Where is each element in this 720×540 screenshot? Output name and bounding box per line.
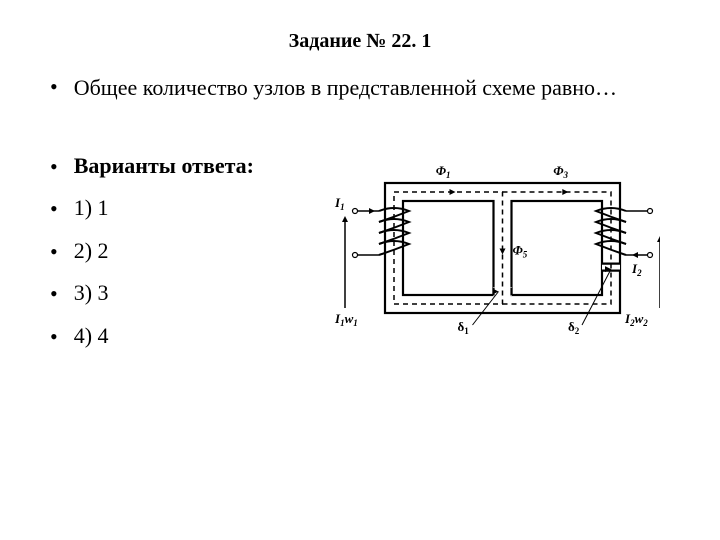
- bullet: •: [50, 73, 58, 102]
- question-text: Общее количество узлов в представленной …: [74, 73, 617, 103]
- magnetic-circuit-diagram: Φ1 Φ3 Φ5 I1 I2 I1w1 I2w2 δ1 δ2: [330, 153, 660, 343]
- svg-text:Φ3: Φ3: [553, 163, 568, 180]
- svg-text:I1w1: I1w1: [334, 311, 358, 328]
- answer-option-1: • 1) 1: [50, 195, 330, 224]
- svg-text:I2w2: I2w2: [624, 311, 648, 328]
- bullet: •: [50, 195, 58, 224]
- answer-text: 1) 1: [74, 195, 109, 221]
- answer-text: 4) 4: [74, 323, 109, 349]
- svg-text:δ2: δ2: [568, 319, 580, 336]
- svg-text:δ1: δ1: [458, 319, 470, 336]
- answer-option-4: • 4) 4: [50, 323, 330, 352]
- answer-text: 2) 2: [74, 238, 109, 264]
- svg-text:Φ1: Φ1: [436, 163, 451, 180]
- svg-text:I1: I1: [334, 195, 345, 212]
- answer-text: 3) 3: [74, 280, 109, 306]
- question-row: • Общее количество узлов в представленно…: [50, 73, 670, 103]
- svg-text:I2: I2: [631, 261, 642, 278]
- answer-option-2: • 2) 2: [50, 238, 330, 267]
- answer-option-3: • 3) 3: [50, 280, 330, 309]
- answers-heading: Варианты ответа:: [74, 153, 254, 179]
- bullet: •: [50, 238, 58, 267]
- bullet: •: [50, 280, 58, 309]
- content-row: • Варианты ответа: • 1) 1 • 2) 2 • 3) 3 …: [50, 153, 670, 366]
- bullet: •: [50, 153, 58, 182]
- answers-heading-line: • Варианты ответа:: [50, 153, 330, 182]
- svg-text:Φ5: Φ5: [513, 242, 528, 259]
- diagram-column: Φ1 Φ3 Φ5 I1 I2 I1w1 I2w2 δ1 δ2: [330, 153, 670, 343]
- bullet: •: [50, 323, 58, 352]
- answers-column: • Варианты ответа: • 1) 1 • 2) 2 • 3) 3 …: [50, 153, 330, 366]
- page-title: Задание № 22. 1: [50, 30, 670, 53]
